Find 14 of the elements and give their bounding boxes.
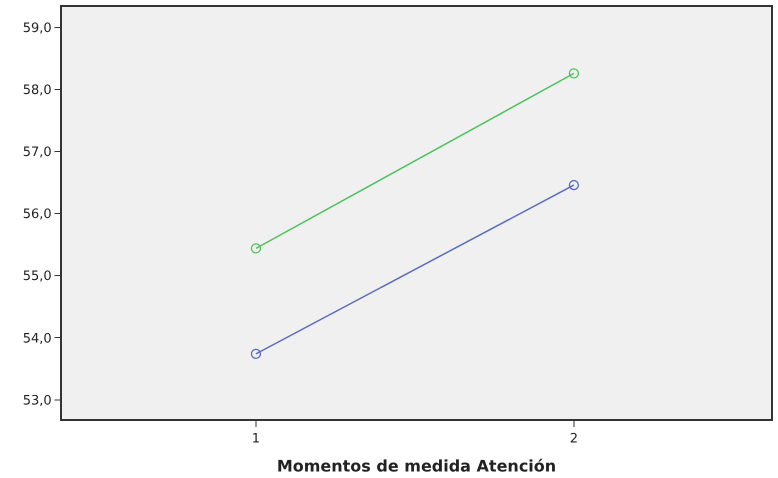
- point: [568, 180, 580, 190]
- x-tick-label: 2: [570, 431, 578, 446]
- point: [250, 348, 262, 359]
- y-tick-label: 54,0: [22, 331, 52, 346]
- x-tick-label: 1: [252, 431, 260, 446]
- point: [568, 68, 580, 79]
- y-tick-label: 57,0: [22, 145, 52, 160]
- x-axis-title: Momentos de medida Atención: [276, 456, 556, 476]
- y-tick-label: 53,0: [22, 393, 52, 408]
- y-tick-label: 58,0: [22, 83, 52, 98]
- y-tick-label: 55,0: [22, 269, 52, 284]
- point: [250, 243, 262, 254]
- y-tick-label: 59,0: [22, 21, 52, 36]
- y-tick-label: 56,0: [22, 207, 52, 222]
